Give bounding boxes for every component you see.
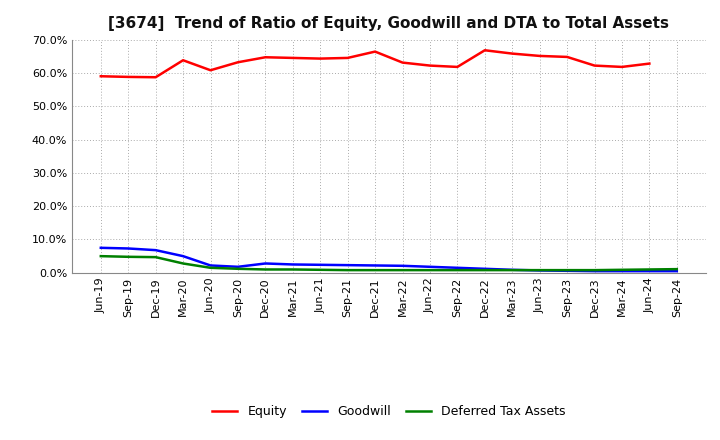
Deferred Tax Assets: [96, 253, 105, 259]
Deferred Tax Assets: [124, 254, 132, 260]
Goodwill: [563, 268, 572, 273]
Line: Equity: Equity: [101, 50, 649, 77]
Goodwill: [590, 268, 599, 274]
Equity: [371, 49, 379, 54]
Goodwill: [645, 268, 654, 274]
Goodwill: [233, 264, 242, 269]
Goodwill: [508, 267, 516, 272]
Equity: [124, 74, 132, 80]
Equity: [179, 58, 187, 63]
Legend: Equity, Goodwill, Deferred Tax Assets: Equity, Goodwill, Deferred Tax Assets: [207, 400, 570, 423]
Deferred Tax Assets: [179, 261, 187, 266]
Goodwill: [206, 263, 215, 268]
Deferred Tax Assets: [426, 268, 434, 273]
Equity: [536, 53, 544, 59]
Goodwill: [151, 248, 160, 253]
Equity: [426, 63, 434, 68]
Goodwill: [124, 246, 132, 251]
Line: Goodwill: Goodwill: [101, 248, 677, 271]
Goodwill: [480, 266, 489, 271]
Deferred Tax Assets: [316, 267, 325, 272]
Deferred Tax Assets: [672, 267, 681, 272]
Equity: [480, 48, 489, 53]
Goodwill: [289, 262, 297, 267]
Goodwill: [672, 268, 681, 274]
Goodwill: [618, 268, 626, 274]
Deferred Tax Assets: [645, 267, 654, 272]
Goodwill: [316, 262, 325, 268]
Equity: [398, 60, 407, 65]
Deferred Tax Assets: [343, 268, 352, 273]
Deferred Tax Assets: [563, 268, 572, 273]
Equity: [645, 61, 654, 66]
Equity: [233, 59, 242, 65]
Deferred Tax Assets: [233, 266, 242, 271]
Equity: [316, 56, 325, 61]
Equity: [343, 55, 352, 61]
Equity: [96, 73, 105, 79]
Deferred Tax Assets: [618, 267, 626, 272]
Goodwill: [179, 253, 187, 259]
Goodwill: [426, 264, 434, 269]
Equity: [590, 63, 599, 68]
Goodwill: [453, 265, 462, 271]
Deferred Tax Assets: [508, 268, 516, 273]
Title: [3674]  Trend of Ratio of Equity, Goodwill and DTA to Total Assets: [3674] Trend of Ratio of Equity, Goodwil…: [108, 16, 670, 32]
Deferred Tax Assets: [480, 268, 489, 273]
Goodwill: [343, 263, 352, 268]
Equity: [618, 64, 626, 70]
Equity: [508, 51, 516, 56]
Deferred Tax Assets: [151, 254, 160, 260]
Equity: [289, 55, 297, 61]
Goodwill: [536, 268, 544, 273]
Equity: [453, 64, 462, 70]
Equity: [206, 68, 215, 73]
Goodwill: [398, 263, 407, 268]
Equity: [261, 55, 270, 60]
Deferred Tax Assets: [289, 267, 297, 272]
Goodwill: [371, 263, 379, 268]
Goodwill: [261, 261, 270, 266]
Deferred Tax Assets: [371, 268, 379, 273]
Deferred Tax Assets: [206, 265, 215, 271]
Goodwill: [96, 245, 105, 250]
Deferred Tax Assets: [453, 268, 462, 273]
Deferred Tax Assets: [590, 268, 599, 273]
Line: Deferred Tax Assets: Deferred Tax Assets: [101, 256, 677, 270]
Deferred Tax Assets: [261, 267, 270, 272]
Equity: [151, 75, 160, 80]
Deferred Tax Assets: [398, 268, 407, 273]
Equity: [563, 54, 572, 59]
Deferred Tax Assets: [536, 268, 544, 273]
